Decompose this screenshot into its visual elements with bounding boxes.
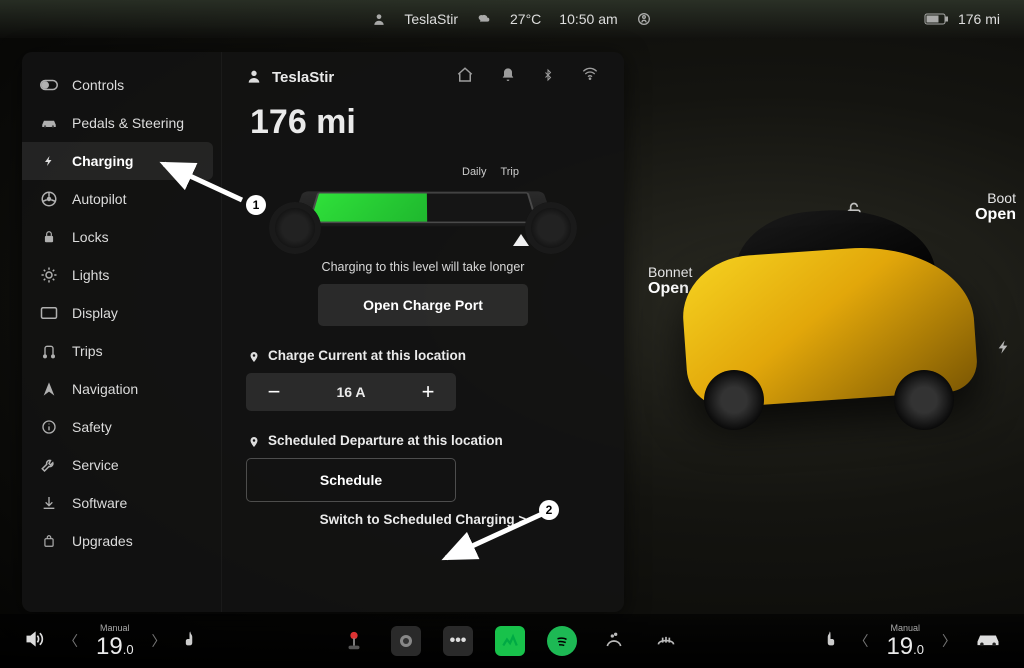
driver-temp[interactable]: Manual 19.0 (96, 624, 134, 659)
sidebar-item-trips[interactable]: Trips (22, 332, 221, 370)
scheduled-departure-label: Scheduled Departure at this location (248, 433, 600, 448)
route-icon (40, 342, 58, 360)
range-value: 176 mi (250, 103, 600, 142)
sidebar-item-label: Display (72, 305, 118, 321)
profile-icon (372, 12, 386, 26)
charge-caption: Charging to this level will take longer (246, 260, 600, 274)
download-icon (40, 494, 58, 512)
profile-icon (246, 68, 262, 88)
airbag-icon (636, 11, 652, 27)
sidebar-item-label: Lights (72, 267, 109, 283)
profile-name: TeslaStir (272, 69, 334, 86)
bag-icon (40, 532, 58, 550)
sidebar-item-label: Autopilot (72, 191, 126, 207)
current-plus-button[interactable]: + (414, 381, 442, 403)
seat-heater-left-icon[interactable] (184, 627, 206, 656)
car-icon (40, 114, 58, 132)
charge-current-stepper: − 16 A + (246, 373, 456, 411)
charge-bolt-icon[interactable] (996, 336, 1012, 363)
wifi-icon[interactable] (580, 66, 600, 89)
switch-scheduled-charging-link[interactable]: Switch to Scheduled Charging > (246, 512, 600, 527)
defrost-icon[interactable] (651, 626, 681, 656)
weather-icon (476, 11, 492, 27)
sun-icon (40, 266, 58, 284)
sidebar-item-navigation[interactable]: Navigation (22, 370, 221, 408)
lock-icon (40, 228, 58, 246)
sidebar-item-software[interactable]: Software (22, 484, 221, 522)
temp-right-up[interactable]: 〉 (942, 631, 956, 651)
sidebar-item-label: Safety (72, 419, 112, 435)
statusbar-range: 176 mi (958, 11, 1000, 27)
bonnet-label: Bonnet Open (648, 264, 692, 298)
sidebar-item-label: Service (72, 457, 119, 473)
camera-app-icon[interactable] (391, 626, 421, 656)
bottom-dock: 〈 Manual 19.0 〉 ••• 〈 Manual 19.0 〉 (0, 614, 1024, 668)
boot-label: Boot Open (975, 190, 1016, 224)
statusbar-temp: 27°C (510, 11, 541, 27)
notifications-icon[interactable] (500, 66, 516, 89)
temp-left-up[interactable]: 〉 (152, 631, 166, 651)
wiper-icon[interactable] (599, 626, 629, 656)
settings-sidebar: Controls Pedals & Steering Charging Autopil… (22, 52, 222, 612)
more-apps-icon[interactable]: ••• (443, 626, 473, 656)
charging-content: TeslaStir 176 mi Daily Trip Charging to … (222, 52, 624, 612)
bolt-icon (40, 152, 58, 170)
settings-panel: Controls Pedals & Steering Charging Autopil… (22, 52, 624, 612)
open-charge-port-button[interactable]: Open Charge Port (318, 284, 528, 326)
schedule-button[interactable]: Schedule (246, 458, 456, 502)
sidebar-item-label: Pedals & Steering (72, 115, 184, 131)
content-profile[interactable]: TeslaStir (246, 68, 334, 88)
sidebar-item-label: Controls (72, 77, 124, 93)
vehicle-view: Bonnet Open Boot Open (644, 60, 1024, 580)
wheel-icon (40, 190, 58, 208)
statusbar-time: 10:50 am (559, 11, 617, 27)
sidebar-item-locks[interactable]: Locks (22, 218, 221, 256)
homelink-icon[interactable] (456, 66, 474, 89)
joystick-app-icon[interactable] (339, 626, 369, 656)
info-icon (40, 418, 58, 436)
toggle-icon (40, 76, 58, 94)
sidebar-item-lights[interactable]: Lights (22, 256, 221, 294)
sidebar-item-label: Trips (72, 343, 103, 359)
sidebar-item-pedals-steering[interactable]: Pedals & Steering (22, 104, 221, 142)
sidebar-item-label: Upgrades (72, 533, 133, 549)
seat-heater-right-icon[interactable] (814, 627, 836, 656)
current-value: 16 A (336, 384, 365, 400)
statusbar-profile: TeslaStir (404, 11, 458, 27)
sidebar-item-safety[interactable]: Safety (22, 408, 221, 446)
spotify-app-icon[interactable] (547, 626, 577, 656)
sidebar-item-service[interactable]: Service (22, 446, 221, 484)
pin-icon (248, 435, 260, 447)
display-icon (40, 304, 58, 322)
energy-app-icon[interactable] (495, 626, 525, 656)
limit-daily: Daily (462, 166, 486, 178)
car-icon[interactable] (974, 630, 1002, 653)
passenger-temp[interactable]: Manual 19.0 (886, 624, 924, 659)
sidebar-item-label: Software (72, 495, 127, 511)
temp-right-down[interactable]: 〈 (854, 631, 868, 651)
pin-icon (248, 350, 260, 362)
sidebar-item-charging[interactable]: Charging (22, 142, 213, 180)
sidebar-item-label: Locks (72, 229, 109, 245)
sidebar-item-controls[interactable]: Controls (22, 66, 221, 104)
sidebar-item-label: Charging (72, 153, 133, 169)
charge-limit-slider[interactable] (513, 234, 529, 246)
current-minus-button[interactable]: − (260, 381, 288, 403)
sidebar-item-display[interactable]: Display (22, 294, 221, 332)
boot-state[interactable]: Open (975, 206, 1016, 224)
charge-current-label: Charge Current at this location (248, 348, 600, 363)
bonnet-state[interactable]: Open (648, 280, 692, 298)
sidebar-item-upgrades[interactable]: Upgrades (22, 522, 221, 560)
nav-icon (40, 380, 58, 398)
temp-left-down[interactable]: 〈 (64, 631, 78, 651)
limit-trip: Trip (500, 166, 519, 178)
wrench-icon (40, 456, 58, 474)
volume-icon[interactable] (22, 629, 46, 654)
status-bar: TeslaStir 27°C 10:50 am 176 mi (0, 0, 1024, 38)
battery-figure: Daily Trip (263, 148, 583, 258)
sidebar-item-autopilot[interactable]: Autopilot (22, 180, 221, 218)
bluetooth-icon[interactable] (542, 66, 554, 89)
battery-icon (924, 13, 948, 25)
sidebar-item-label: Navigation (72, 381, 138, 397)
